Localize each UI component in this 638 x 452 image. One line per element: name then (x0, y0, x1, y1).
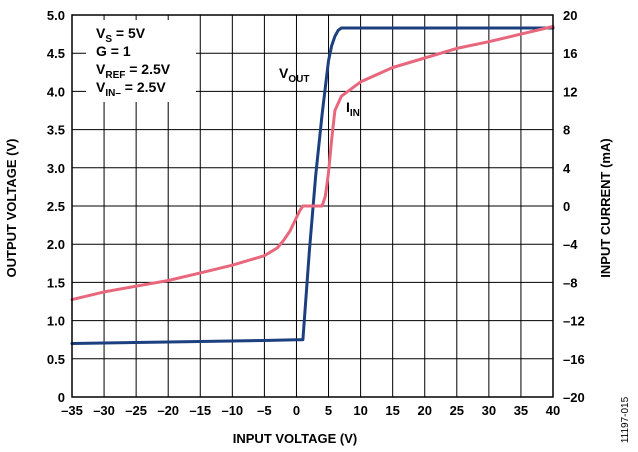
y-right-tick-label: 8 (563, 123, 570, 138)
series-layer (70, 25, 555, 345)
y-left-tick-label: 1.0 (47, 314, 65, 329)
y-right-tick-label: 12 (563, 84, 577, 99)
x-tick-label: –25 (125, 403, 147, 418)
x-tick-label: –30 (93, 403, 115, 418)
series-label-iin: IIN (346, 99, 360, 119)
y-left-tick-label: 4.0 (47, 84, 65, 99)
y-right-tick-label: –16 (563, 352, 585, 367)
conditions-box-bg (86, 20, 196, 102)
x-tick-label: 40 (546, 403, 560, 418)
condition-line: VIN– = 2.5V (96, 79, 166, 99)
y-left-tick-label: 2.5 (47, 199, 65, 214)
y-right-tick-label: 0 (563, 199, 570, 214)
condition-line: G = 1 (96, 43, 131, 59)
x-tick-label: –15 (189, 403, 211, 418)
x-tick-label: 25 (450, 403, 464, 418)
y-right-tick-label: –20 (563, 390, 585, 405)
y-left-tick-label: 0.5 (47, 352, 65, 367)
series-labels: VOUT IIN (279, 65, 360, 119)
y-left-tick-label: 1.5 (47, 275, 65, 290)
x-tick-label: –5 (257, 403, 271, 418)
condition-line: VS = 5V (96, 25, 146, 45)
x-tick-label: 5 (325, 403, 332, 418)
figure-number: 11197-015 (620, 396, 631, 443)
plot-frame (71, 14, 554, 398)
x-tick-label: 10 (353, 403, 367, 418)
x-tick-label: –10 (221, 403, 243, 418)
x-tick-label: 15 (385, 403, 399, 418)
y-left-tick-label: 3.5 (47, 123, 65, 138)
x-tick-label: 30 (482, 403, 496, 418)
y-axis-left-label: OUTPUT VOLTAGE (V) (4, 139, 19, 278)
y-right-tick-label: –12 (563, 314, 585, 329)
y-left-tick-label: 0 (58, 390, 65, 405)
y-right-tick-label: –8 (563, 275, 577, 290)
tick-labels: –35 –30 –25 –20 –15 –10 –5 0 5 10 15 20 25 30 35 4000.5… (47, 8, 585, 418)
y-left-tick-label: 3.0 (47, 161, 65, 176)
y-right-tick-label: 4 (563, 161, 571, 176)
x-tick-label: 20 (417, 403, 431, 418)
y-left-tick-label: 5.0 (47, 8, 65, 23)
series-line-vout (70, 26, 555, 345)
y-left-tick-label: 4.5 (47, 46, 65, 61)
series-line-iin (70, 25, 555, 302)
x-axis-label: INPUT VOLTAGE (V) (233, 431, 357, 446)
y-left-tick-label: 2.0 (47, 237, 65, 252)
y-right-tick-label: 16 (563, 46, 577, 61)
x-tick-label: 35 (514, 403, 528, 418)
x-tick-label: –20 (157, 403, 179, 418)
condition-line: VREF = 2.5V (96, 61, 171, 81)
y-axis-right-label: INPUT CURRENT (mA) (598, 138, 613, 277)
series-label-vout: VOUT (279, 65, 309, 85)
x-tick-label: –35 (61, 403, 83, 418)
y-right-tick-label: –4 (563, 237, 578, 252)
grid (71, 14, 554, 398)
x-tick-label: 0 (293, 403, 300, 418)
y-right-tick-label: 20 (563, 8, 577, 23)
